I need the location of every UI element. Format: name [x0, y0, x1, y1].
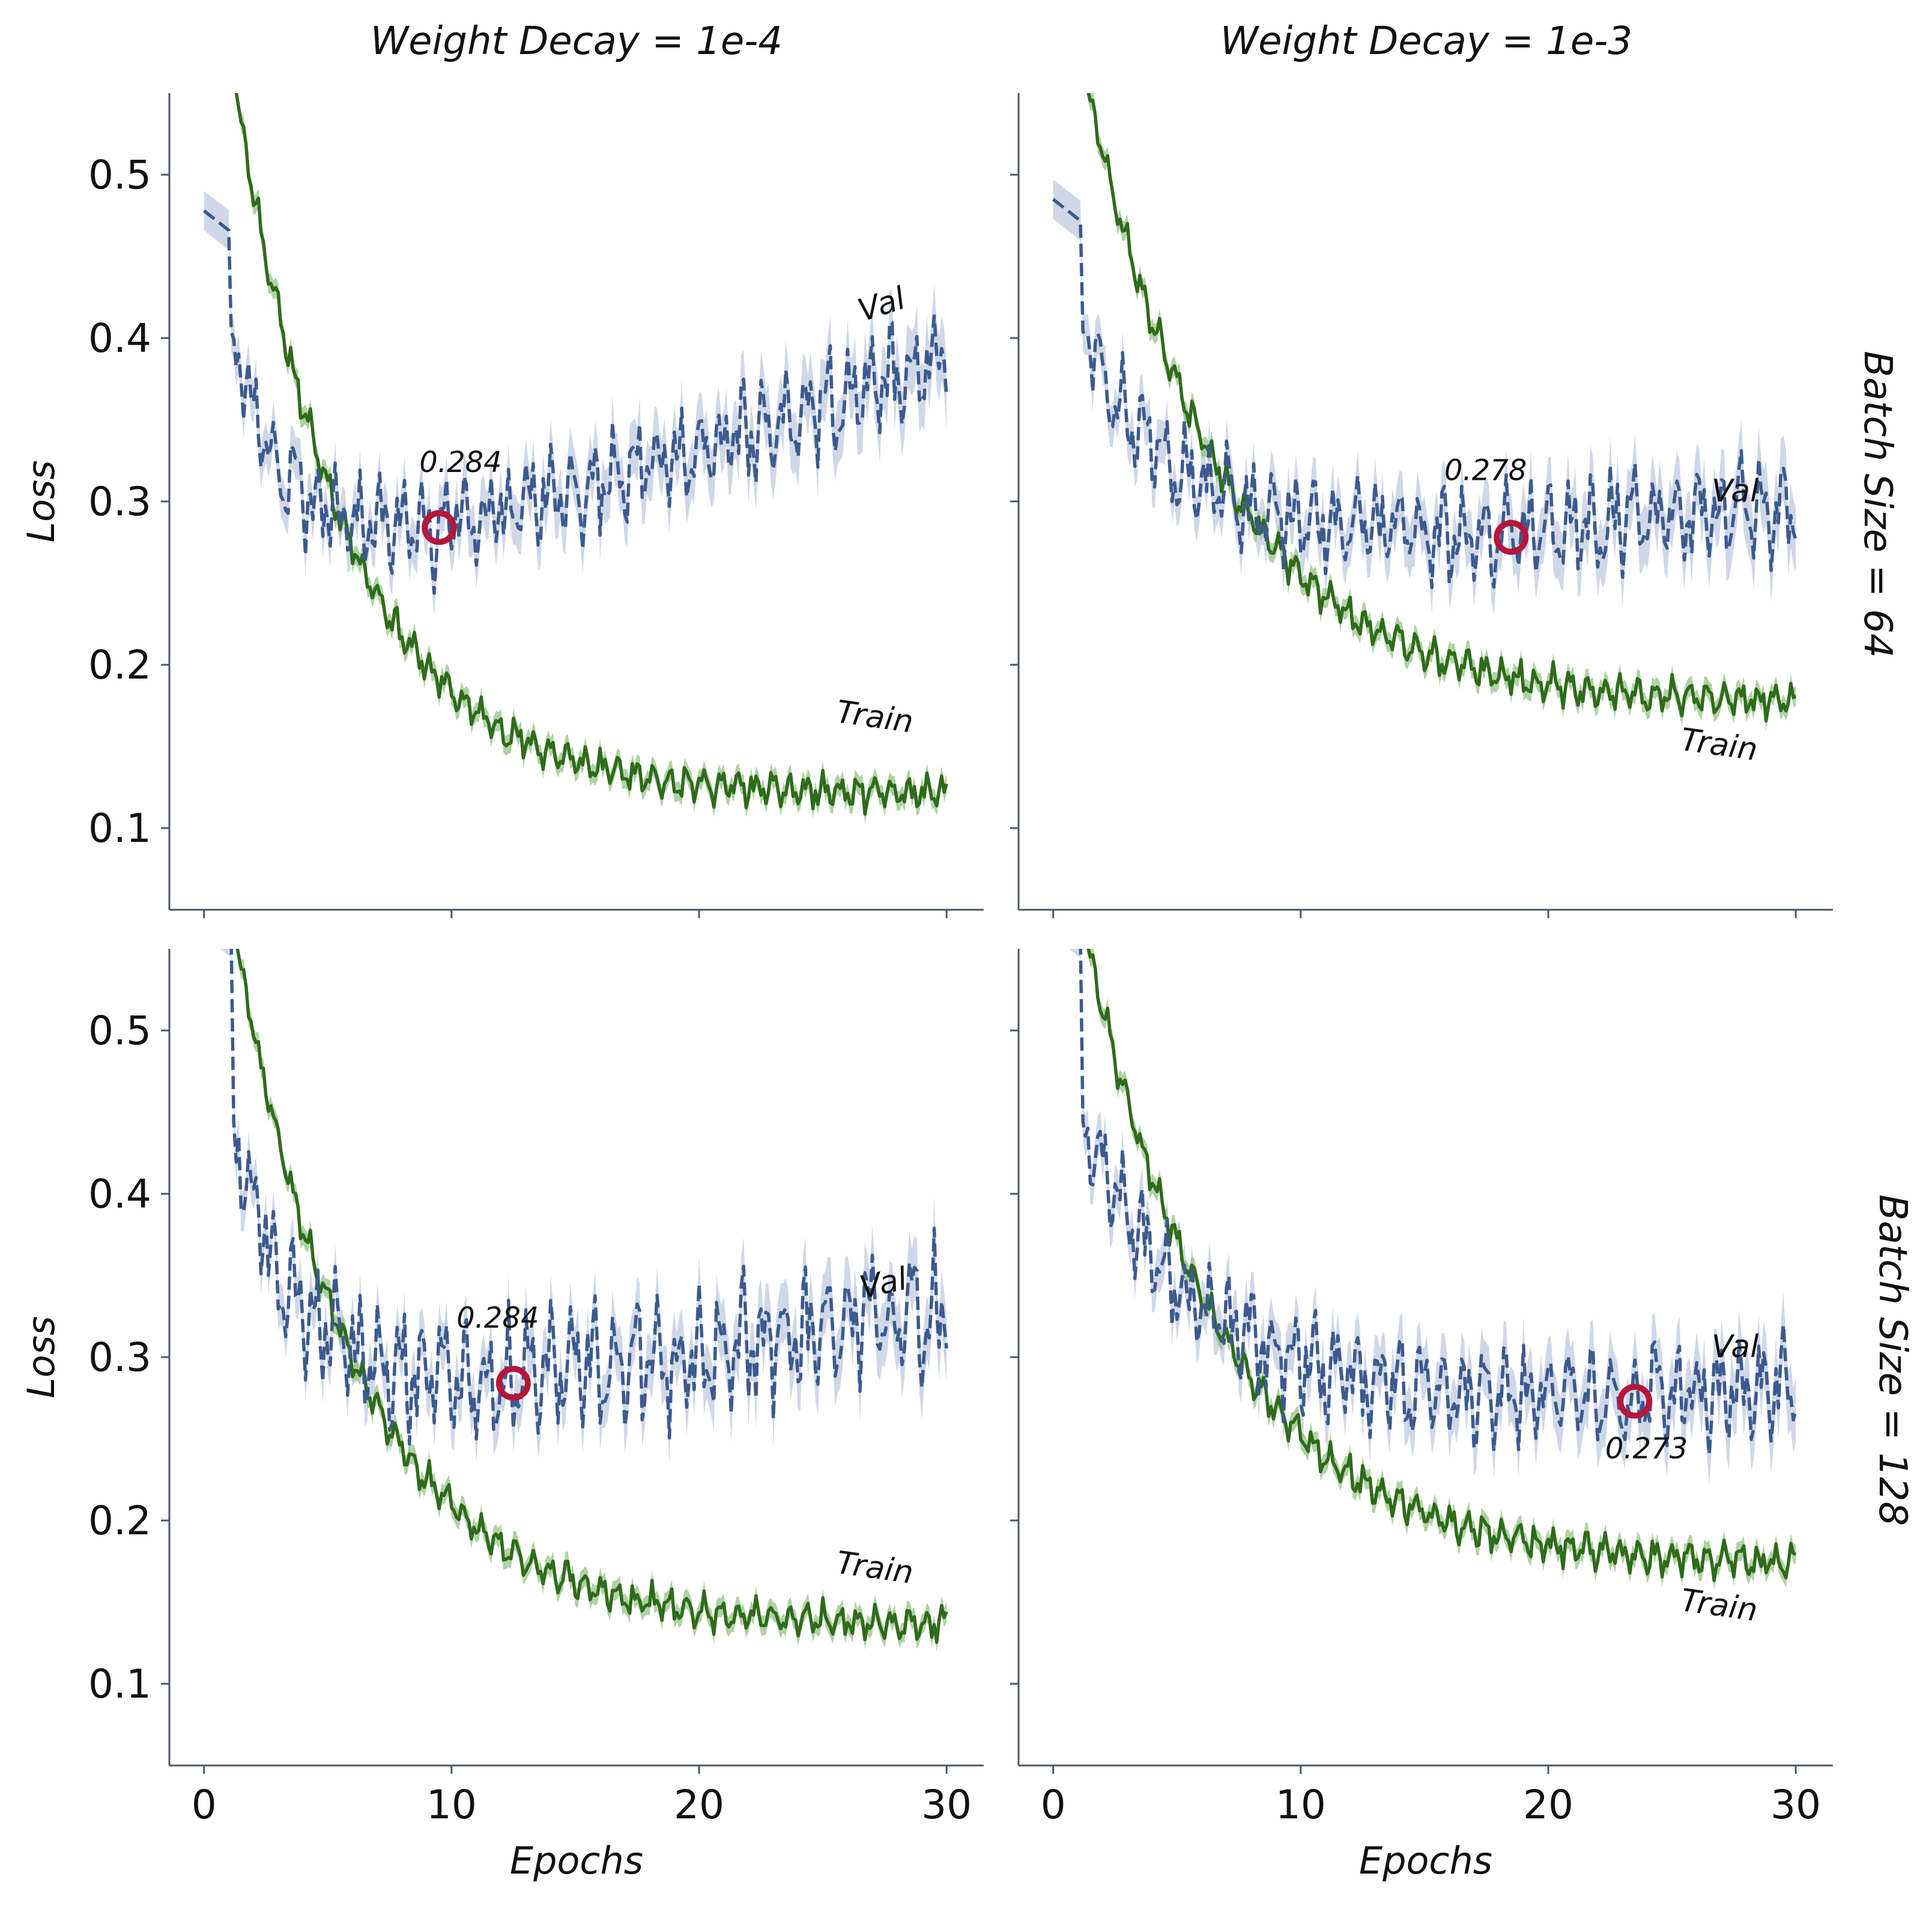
val-confidence-band — [204, 191, 947, 617]
plot-area — [202, 93, 948, 824]
y-tick-label: 0.3 — [88, 479, 151, 525]
panel-bottom-right: 0 10 20 30 Epochs Train Val 0.273 — [1010, 949, 1833, 1883]
y-tick-label: 0.5 — [88, 1008, 151, 1054]
val-confidence-band — [1069, 949, 1796, 1486]
x-tick-label: 0 — [192, 1782, 217, 1828]
panel-bottom-left: 0 10 20 300.10.20.30.40.5LossEpochsTrainVal… — [19, 949, 984, 1883]
y-tick-label: 0.4 — [88, 1171, 151, 1217]
y-tick-label: 0.2 — [88, 1498, 151, 1544]
val-min-label: 0.284 — [419, 446, 501, 479]
val-min-label: 0.278 — [1444, 454, 1527, 488]
y-tick-label: 0.1 — [88, 805, 151, 852]
series-label-train: Train — [1679, 1582, 1760, 1629]
column-title-1: Weight Decay = 1e-4 — [371, 19, 783, 64]
val-line — [202, 209, 948, 595]
x-tick-label: 30 — [1770, 1782, 1821, 1828]
panel-top-left: 0.1 0.2 0.3 0.4 0.5 Loss Train Val 0.284 — [19, 93, 984, 918]
x-tick-label: 10 — [426, 1782, 477, 1828]
val-confidence-band — [1053, 180, 1796, 615]
val-confidence-band — [220, 949, 947, 1468]
val-min-label: 0.284 — [456, 1301, 539, 1335]
x-tick-label: 10 — [1276, 1782, 1326, 1828]
train-confidence-band — [1086, 93, 1796, 731]
series-label-val: Val — [1712, 473, 1759, 509]
y-tick-label: 0.3 — [88, 1334, 151, 1381]
x-tick-label: 20 — [674, 1782, 724, 1828]
y-tick-label: 0.5 — [88, 152, 151, 198]
x-axis-title: Epochs — [1359, 1839, 1492, 1883]
series-label-val: Val — [1712, 1329, 1759, 1365]
series-label-val: Val — [854, 280, 910, 330]
y-axis-title: Loss — [19, 1316, 63, 1398]
series-label-train: Train — [834, 694, 915, 740]
val-line — [1052, 198, 1797, 590]
plot-area — [220, 949, 948, 1653]
plot-area — [1052, 93, 1797, 731]
val-min-marker — [422, 510, 457, 545]
plot-area — [1069, 949, 1797, 1591]
series-label-train: Train — [1679, 722, 1760, 768]
train-line — [1086, 949, 1797, 1582]
val-line — [229, 949, 948, 1446]
train-line — [1086, 93, 1797, 723]
y-tick-label: 0.2 — [88, 642, 151, 688]
x-tick-label: 0 — [1041, 1782, 1066, 1828]
val-min-marker — [1617, 1384, 1653, 1419]
column-title-2: Weight Decay = 1e-3 — [1220, 19, 1632, 64]
y-axis-title: Loss — [19, 460, 63, 542]
val-min-label: 0.273 — [1605, 1432, 1688, 1466]
x-tick-label: 30 — [921, 1782, 972, 1828]
panel-top-right: Train Val 0.278 — [1010, 93, 1833, 918]
val-line — [1079, 949, 1797, 1456]
y-tick-label: 0.1 — [88, 1661, 151, 1707]
x-tick-label: 20 — [1523, 1782, 1573, 1828]
train-line — [234, 93, 948, 816]
y-tick-label: 0.4 — [88, 315, 151, 362]
train-confidence-band — [234, 93, 947, 824]
row-title-1: Batch Size = 64 — [1855, 351, 1900, 658]
train-line — [235, 949, 948, 1644]
row-title-2: Batch Size = 128 — [1870, 1194, 1915, 1526]
panels: 0.1 0.2 0.3 0.4 0.5 Loss Train Val 0.284 Train Val… — [19, 93, 1833, 1883]
x-axis-title: Epochs — [510, 1839, 643, 1883]
val-min-marker — [1494, 519, 1529, 555]
val-min-marker — [495, 1366, 531, 1401]
series-label-train: Train — [834, 1544, 915, 1591]
